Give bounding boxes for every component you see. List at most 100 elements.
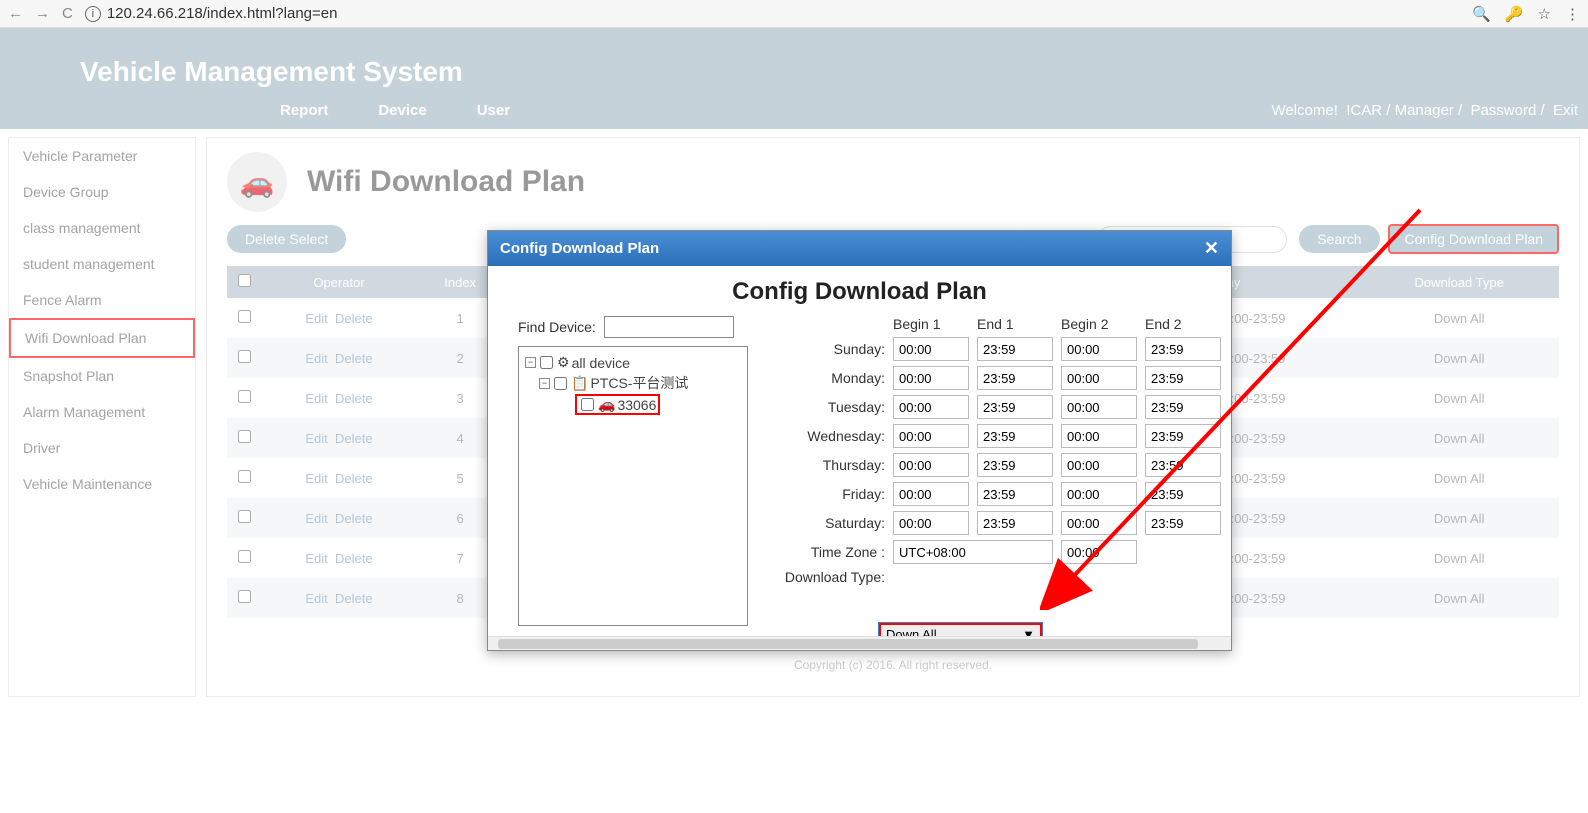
delete-link[interactable]: Delete — [335, 591, 373, 606]
begin1-input[interactable] — [893, 424, 969, 448]
sidebar-item-wifi-download-plan[interactable]: Wifi Download Plan — [9, 318, 195, 358]
find-device-input[interactable] — [604, 316, 734, 338]
begin1-input[interactable] — [893, 366, 969, 390]
begin1-input[interactable] — [893, 337, 969, 361]
tree-root-label[interactable]: all device — [572, 355, 630, 371]
begin1-input[interactable] — [893, 453, 969, 477]
user-link[interactable]: ICAR — [1346, 102, 1382, 119]
delete-link[interactable]: Delete — [335, 511, 373, 526]
row-checkbox[interactable] — [238, 390, 251, 403]
nav-report[interactable]: Report — [280, 102, 328, 119]
tree-device-label[interactable]: 33066 — [617, 397, 656, 413]
end1-input[interactable] — [977, 453, 1053, 477]
key-icon[interactable]: 🔑 — [1505, 5, 1524, 23]
zoom-icon[interactable]: 🔍 — [1472, 5, 1491, 23]
tree-group-checkbox[interactable] — [554, 377, 567, 390]
role-link[interactable]: Manager — [1395, 102, 1454, 119]
begin2-input[interactable] — [1061, 337, 1137, 361]
timezone-input[interactable] — [893, 540, 1053, 564]
back-icon[interactable]: ← — [8, 5, 23, 22]
cell-download-type: Down All — [1359, 338, 1559, 378]
end1-input[interactable] — [977, 482, 1053, 506]
begin2-input[interactable] — [1061, 395, 1137, 419]
sidebar-item-class-management[interactable]: class management — [9, 210, 195, 246]
begin1-input[interactable] — [893, 395, 969, 419]
password-link[interactable]: Password — [1470, 102, 1536, 119]
row-checkbox[interactable] — [238, 510, 251, 523]
tree-device-checkbox[interactable] — [581, 398, 594, 411]
row-checkbox[interactable] — [238, 590, 251, 603]
info-icon[interactable]: i — [85, 6, 101, 22]
exit-link[interactable]: Exit — [1553, 102, 1578, 119]
edit-link[interactable]: Edit — [305, 351, 327, 366]
star-icon[interactable]: ☆ — [1538, 5, 1551, 23]
end2-input[interactable] — [1145, 424, 1221, 448]
delete-link[interactable]: Delete — [335, 551, 373, 566]
delete-link[interactable]: Delete — [335, 351, 373, 366]
config-download-plan-button[interactable]: Config Download Plan — [1388, 224, 1559, 254]
delete-link[interactable]: Delete — [335, 471, 373, 486]
delete-link[interactable]: Delete — [335, 391, 373, 406]
end1-input[interactable] — [977, 366, 1053, 390]
select-all-checkbox[interactable] — [238, 274, 251, 287]
edit-link[interactable]: Edit — [305, 471, 327, 486]
dropdown-selected[interactable]: Down All ▼ — [879, 623, 1042, 636]
end2-input[interactable] — [1145, 482, 1221, 506]
begin2-input[interactable] — [1061, 424, 1137, 448]
end2-input[interactable] — [1145, 395, 1221, 419]
menu-icon[interactable]: ⋮ — [1565, 5, 1580, 23]
modal-scrollbar[interactable] — [488, 636, 1231, 650]
edit-link[interactable]: Edit — [305, 391, 327, 406]
close-icon[interactable]: ✕ — [1204, 238, 1219, 259]
download-type-dropdown[interactable]: Down All ▼ Down AllDownload VideoDownloa… — [878, 622, 1043, 636]
sidebar-item-device-group[interactable]: Device Group — [9, 174, 195, 210]
end1-input[interactable] — [977, 424, 1053, 448]
end2-input[interactable] — [1145, 337, 1221, 361]
url-bar[interactable]: 120.24.66.218/index.html?lang=en — [107, 5, 1472, 22]
begin2-input[interactable] — [1061, 511, 1137, 535]
begin2-input[interactable] — [1061, 482, 1137, 506]
sidebar-item-vehicle-maintenance[interactable]: Vehicle Maintenance — [9, 466, 195, 502]
delete-link[interactable]: Delete — [335, 431, 373, 446]
timezone-offset-input[interactable] — [1061, 540, 1137, 564]
sidebar-item-fence-alarm[interactable]: Fence Alarm — [9, 282, 195, 318]
sidebar-item-alarm-management[interactable]: Alarm Management — [9, 394, 195, 430]
end2-input[interactable] — [1145, 366, 1221, 390]
sidebar-item-snapshot-plan[interactable]: Snapshot Plan — [9, 358, 195, 394]
edit-link[interactable]: Edit — [305, 311, 327, 326]
reload-icon[interactable]: C — [62, 5, 73, 22]
tree-root-checkbox[interactable] — [540, 356, 553, 369]
begin1-input[interactable] — [893, 511, 969, 535]
collapse-icon[interactable]: − — [539, 378, 550, 389]
collapse-icon[interactable]: − — [525, 357, 536, 368]
row-checkbox[interactable] — [238, 310, 251, 323]
row-checkbox[interactable] — [238, 350, 251, 363]
forward-icon[interactable]: → — [35, 5, 50, 22]
edit-link[interactable]: Edit — [305, 511, 327, 526]
sidebar-item-driver[interactable]: Driver — [9, 430, 195, 466]
edit-link[interactable]: Edit — [305, 551, 327, 566]
sidebar-item-student-management[interactable]: student management — [9, 246, 195, 282]
edit-link[interactable]: Edit — [305, 591, 327, 606]
nav-device[interactable]: Device — [378, 102, 426, 119]
end2-input[interactable] — [1145, 453, 1221, 477]
row-checkbox[interactable] — [238, 470, 251, 483]
tree-group-label[interactable]: PTCS-平台测试 — [590, 373, 688, 393]
device-tree[interactable]: − ⚙ all device − 📋 PTCS-平台测试 🚗 — [518, 346, 748, 626]
end1-input[interactable] — [977, 337, 1053, 361]
begin2-input[interactable] — [1061, 453, 1137, 477]
row-checkbox[interactable] — [238, 550, 251, 563]
end1-input[interactable] — [977, 511, 1053, 535]
end2-input[interactable] — [1145, 511, 1221, 535]
edit-link[interactable]: Edit — [305, 431, 327, 446]
row-checkbox[interactable] — [238, 430, 251, 443]
begin2-input[interactable] — [1061, 366, 1137, 390]
cell-download-type: Down All — [1359, 378, 1559, 418]
search-button[interactable]: Search — [1299, 225, 1379, 253]
delete-select-button[interactable]: Delete Select — [227, 225, 346, 253]
begin1-input[interactable] — [893, 482, 969, 506]
delete-link[interactable]: Delete — [335, 311, 373, 326]
nav-user[interactable]: User — [477, 102, 510, 119]
sidebar-item-vehicle-parameter[interactable]: Vehicle Parameter — [9, 138, 195, 174]
end1-input[interactable] — [977, 395, 1053, 419]
